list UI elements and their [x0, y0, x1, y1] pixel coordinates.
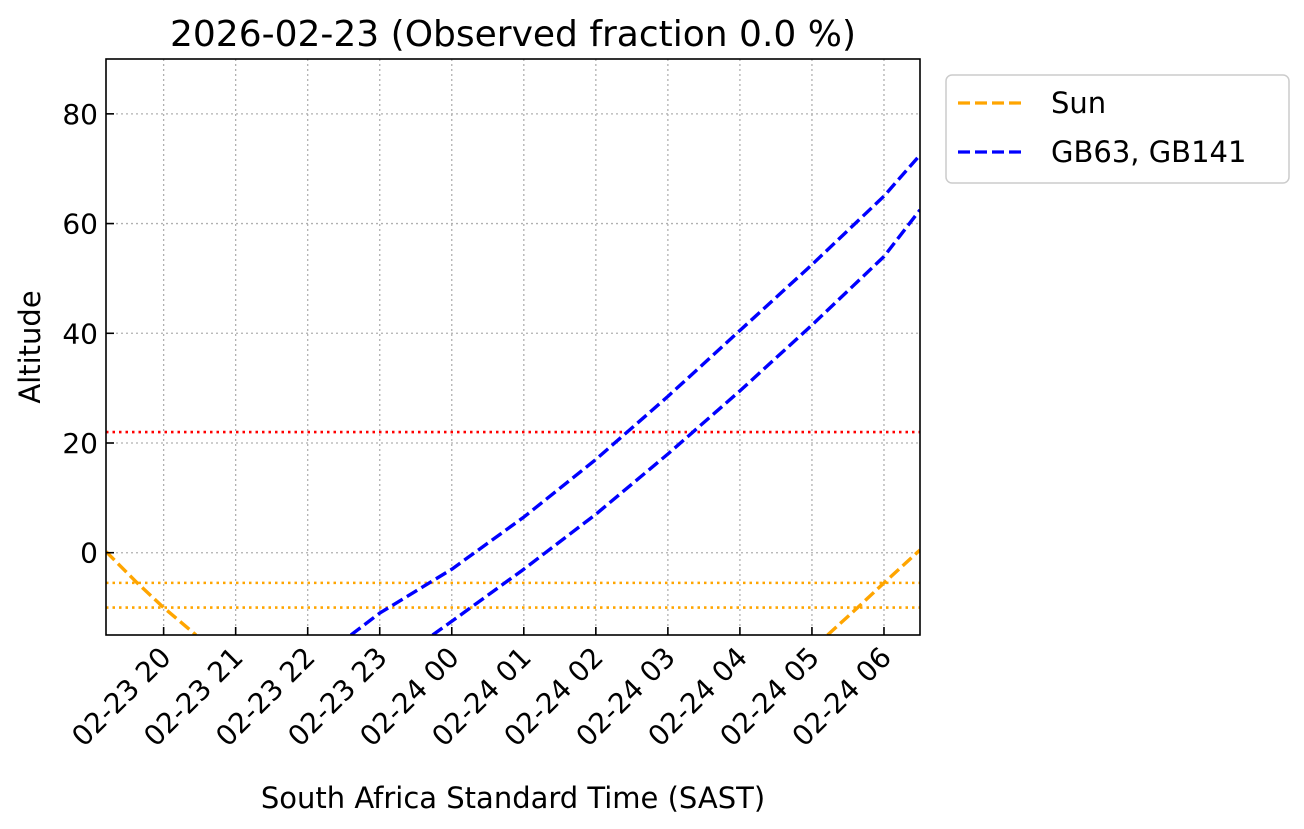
y-tick-label: 40 — [62, 317, 98, 350]
series-line — [431, 208, 920, 635]
series-lines — [106, 153, 920, 635]
y-tick-label: 80 — [62, 98, 98, 131]
legend: Sun GB63, GB141 — [945, 74, 1290, 184]
grid — [106, 59, 920, 635]
plot-area — [106, 59, 920, 635]
y-tick-label: 20 — [62, 427, 98, 460]
reference-lines — [106, 430, 920, 609]
series-line — [349, 153, 920, 635]
x-axis-label: South Africa Standard Time (SAST) — [261, 781, 765, 815]
y-tick-labels: 0 20 40 60 80 — [62, 98, 98, 570]
series-line — [826, 548, 920, 635]
y-tick-label: 0 — [80, 537, 98, 570]
y-tick-label: 60 — [62, 208, 98, 241]
chart-title: 2026-02-23 (Observed fraction 0.0 %) — [170, 14, 856, 55]
series-line — [106, 550, 198, 635]
legend-label-targets: GB63, GB141 — [1051, 135, 1246, 169]
legend-label-sun: Sun — [1051, 86, 1106, 120]
legend-box — [945, 74, 1290, 184]
y-axis-label: Altitude — [13, 290, 47, 403]
axis-ticks — [106, 113, 885, 635]
plot-frame — [105, 58, 921, 636]
